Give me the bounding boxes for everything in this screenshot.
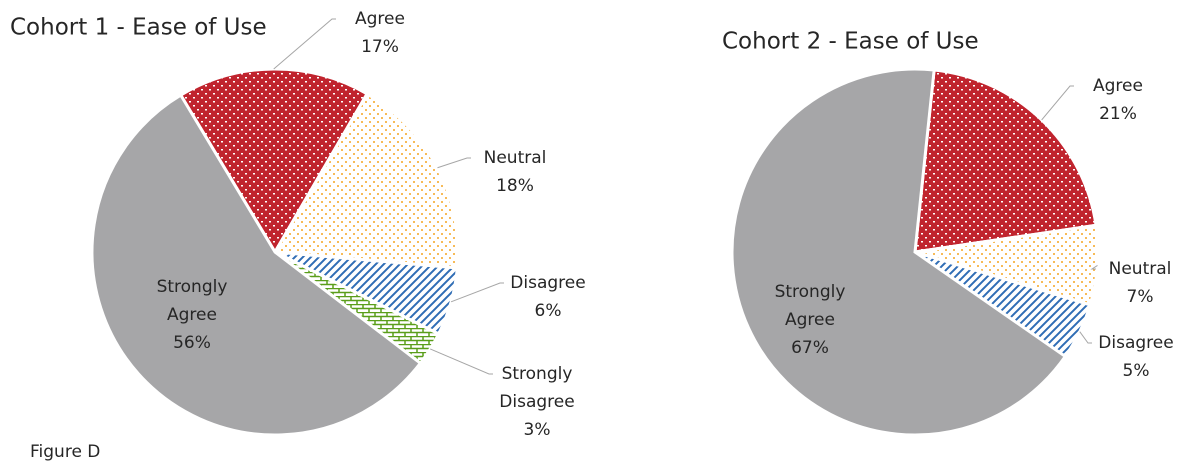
leader-line: [437, 157, 471, 169]
value-label: 21%: [1099, 104, 1137, 124]
value-label: 6%: [535, 301, 562, 321]
value-label: 7%: [1127, 287, 1154, 307]
pie-slice: [272, 91, 460, 270]
leader-line: [429, 348, 493, 375]
value-label: 18%: [496, 176, 534, 196]
value-label: 5%: [1123, 361, 1150, 381]
value-label: 17%: [361, 37, 399, 57]
leader-line: [1079, 331, 1092, 344]
slice-label: Neutral: [484, 148, 547, 168]
leader-line: [1041, 85, 1074, 121]
chart-title: Cohort 1 - Ease of Use: [10, 15, 267, 41]
slice-label: Agree: [1093, 76, 1143, 96]
slice-label: Strongly Agree: [775, 282, 846, 330]
chart-title: Cohort 2 - Ease of Use: [722, 29, 979, 55]
slice-label: Strongly Agree: [157, 277, 228, 325]
pie-slice: [90, 93, 423, 437]
slice-label: Neutral: [1109, 259, 1172, 279]
leader-line: [450, 282, 504, 303]
leader-line: [1090, 264, 1098, 270]
slice-label: Disagree: [1098, 333, 1173, 353]
value-label: 67%: [791, 338, 829, 358]
value-label: 3%: [524, 420, 551, 440]
value-label: 56%: [173, 333, 211, 353]
leader-line: [273, 18, 336, 70]
slice-label: Agree: [355, 9, 405, 29]
slice-label: Disagree: [510, 273, 585, 293]
pie-slice: [913, 68, 1098, 254]
pie-slice: [730, 67, 1068, 437]
caption: Figure D: [30, 442, 100, 462]
slice-label: Strongly Disagree: [499, 364, 574, 412]
